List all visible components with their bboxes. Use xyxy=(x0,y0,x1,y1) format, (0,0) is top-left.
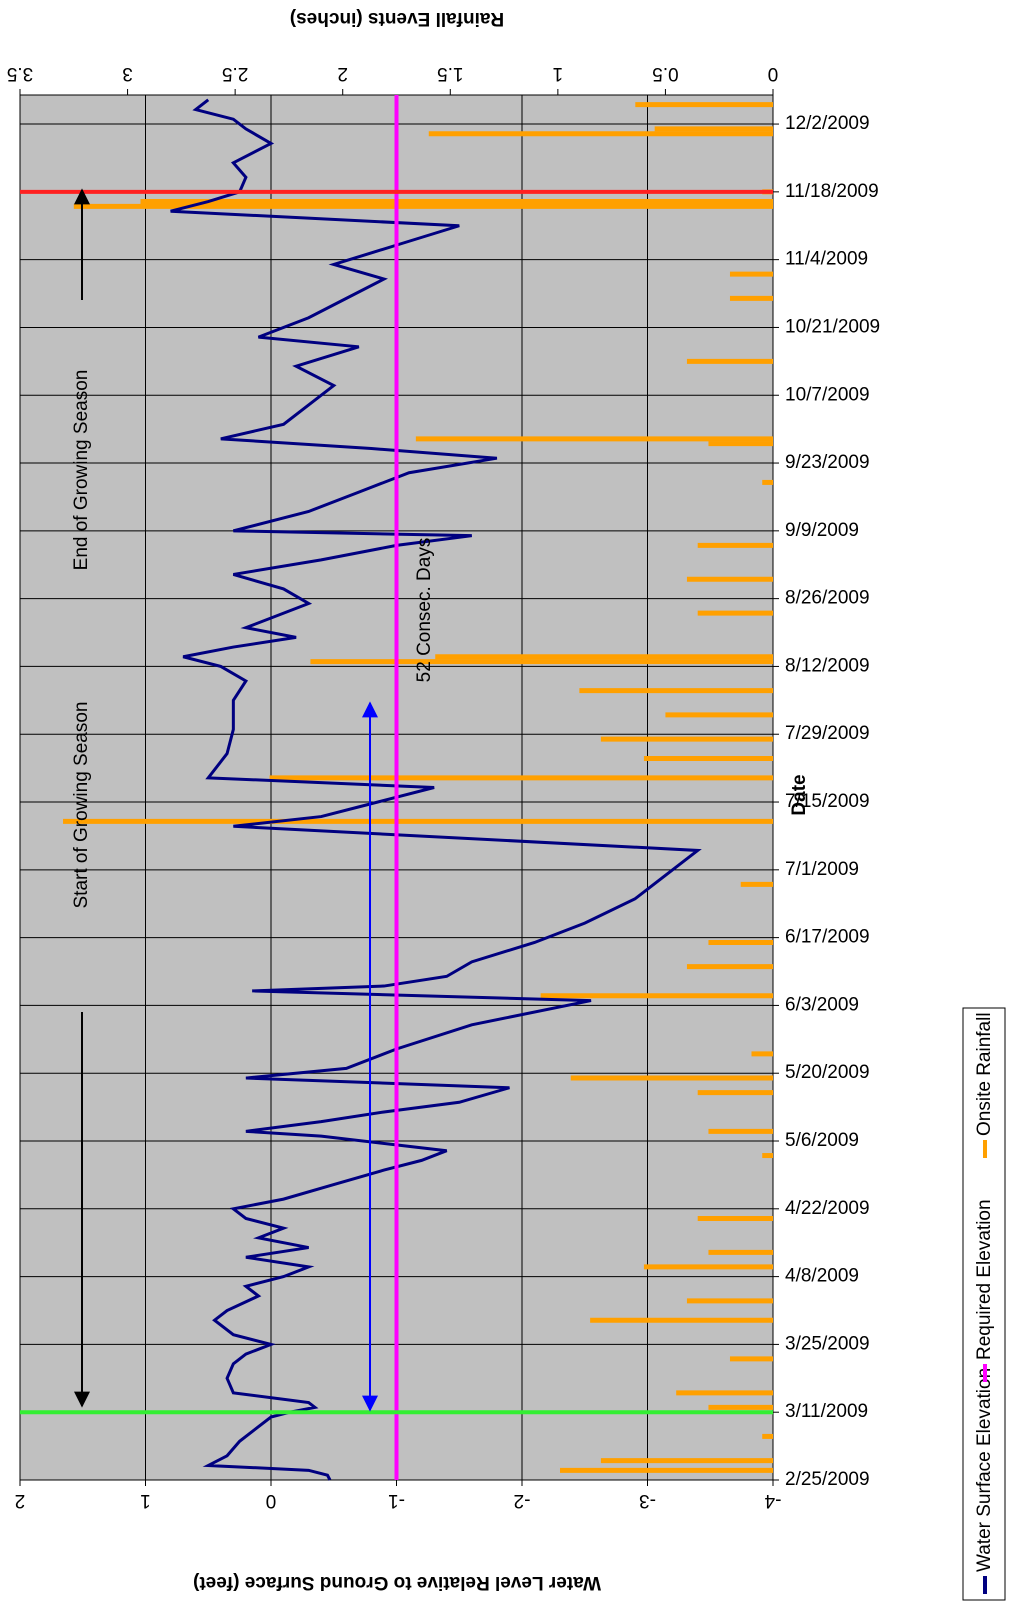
x-tick-label: 9/9/2009 xyxy=(785,520,859,541)
x-tick-label: 7/15/2009 xyxy=(785,791,870,812)
x-tick-label: 4/22/2009 xyxy=(785,1198,870,1219)
x-tick-label: 10/7/2009 xyxy=(785,384,870,405)
y2-tick-label: 2.5 xyxy=(222,63,248,84)
legend-label: Water Surface Elevation xyxy=(974,1368,995,1572)
y-tick-label: 0 xyxy=(266,1490,277,1511)
x-tick-label: 6/17/2009 xyxy=(785,927,870,948)
x-tick-label: 8/26/2009 xyxy=(785,588,870,609)
end-label: End of Growing Season xyxy=(71,370,92,571)
y-tick-label: -2 xyxy=(514,1490,531,1511)
legend xyxy=(962,1007,1006,1601)
x-tick-label: 8/12/2009 xyxy=(785,655,870,676)
plot-area xyxy=(19,94,774,1481)
legend-label: Onsite Rainfall xyxy=(974,1012,995,1136)
y2-tick-label: 2 xyxy=(337,63,348,84)
x-tick-label: 7/1/2009 xyxy=(785,859,859,880)
y-tick-label: 2 xyxy=(15,1490,26,1511)
y2-axis-title: Rainfall Events (inches) xyxy=(290,8,504,29)
x-tick-label: 11/18/2009 xyxy=(785,181,879,202)
start-label: Start of Growing Season xyxy=(71,702,92,909)
x-axis-title: Date xyxy=(789,774,810,815)
y-axis-title: Water Level Relative to Ground Surface (… xyxy=(193,1572,601,1593)
x-tick-label: 11/4/2009 xyxy=(785,249,868,270)
y2-tick-label: 1 xyxy=(553,63,564,84)
x-tick-label: 9/23/2009 xyxy=(785,452,870,473)
y-tick-label: -3 xyxy=(639,1490,656,1511)
x-tick-label: 5/20/2009 xyxy=(785,1062,870,1083)
x-tick-label: 3/25/2009 xyxy=(785,1333,870,1354)
y2-tick-label: 0 xyxy=(768,63,779,84)
y2-tick-label: 3.5 xyxy=(7,63,33,84)
y-tick-label: 1 xyxy=(140,1490,151,1511)
x-tick-label: 2/25/2009 xyxy=(785,1469,870,1490)
x-tick-label: 6/3/2009 xyxy=(785,994,859,1015)
x-tick-label: 7/29/2009 xyxy=(785,723,870,744)
span-label: 52 Consec. Days xyxy=(414,538,435,683)
y2-tick-label: 0.5 xyxy=(652,63,678,84)
y2-tick-label: 1.5 xyxy=(437,63,463,84)
x-tick-label: 5/6/2009 xyxy=(785,1130,859,1151)
x-tick-label: 12/2/2009 xyxy=(785,113,870,134)
water-line xyxy=(170,98,702,1481)
y-tick-label: -1 xyxy=(388,1490,405,1511)
legend-label: Required Elevation xyxy=(974,1199,995,1360)
x-tick-label: 10/21/2009 xyxy=(785,316,880,337)
x-tick-label: 3/11/2009 xyxy=(785,1401,868,1422)
y-tick-label: -4 xyxy=(764,1490,781,1511)
y2-tick-label: 3 xyxy=(122,63,133,84)
x-tick-label: 4/8/2009 xyxy=(785,1266,859,1287)
